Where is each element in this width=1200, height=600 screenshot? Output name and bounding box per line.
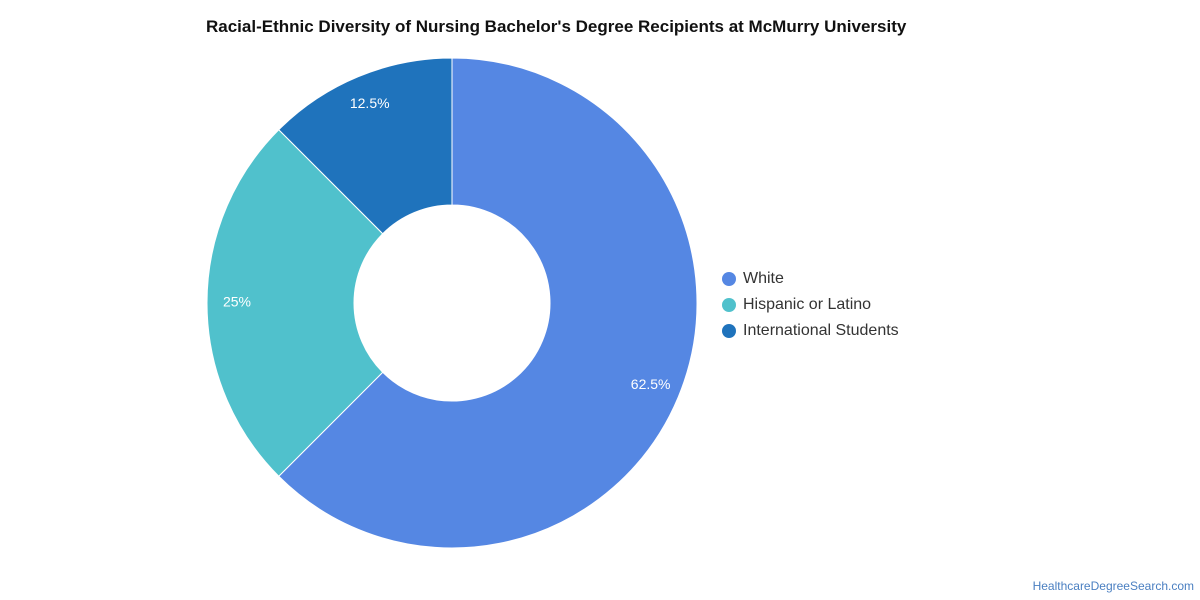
source-link[interactable]: HealthcareDegreeSearch.com bbox=[1032, 579, 1194, 593]
slice-international-students[interactable] bbox=[278, 57, 453, 235]
legend-item-white[interactable]: White bbox=[722, 266, 899, 292]
chart-title: Racial-Ethnic Diversity of Nursing Bache… bbox=[206, 17, 907, 36]
slice-white[interactable] bbox=[278, 57, 698, 549]
legend-label: White bbox=[743, 270, 784, 287]
legend-swatch bbox=[722, 324, 736, 338]
chart-legend: White Hispanic or Latino International Stu… bbox=[722, 266, 899, 344]
slice-hispanic-or-latino[interactable] bbox=[206, 129, 384, 477]
slice-label: 62.5% bbox=[631, 376, 671, 392]
legend-label: Hispanic or Latino bbox=[743, 296, 872, 313]
legend-swatch bbox=[722, 298, 736, 312]
slice-label: 12.5% bbox=[350, 95, 390, 111]
legend-item-hispanic-or-latino[interactable]: Hispanic or Latino bbox=[722, 292, 899, 318]
legend-swatch bbox=[722, 272, 736, 286]
legend-item-international-students[interactable]: International Students bbox=[722, 318, 899, 344]
slice-label: 25% bbox=[223, 294, 251, 310]
legend-label: International Students bbox=[743, 322, 899, 339]
